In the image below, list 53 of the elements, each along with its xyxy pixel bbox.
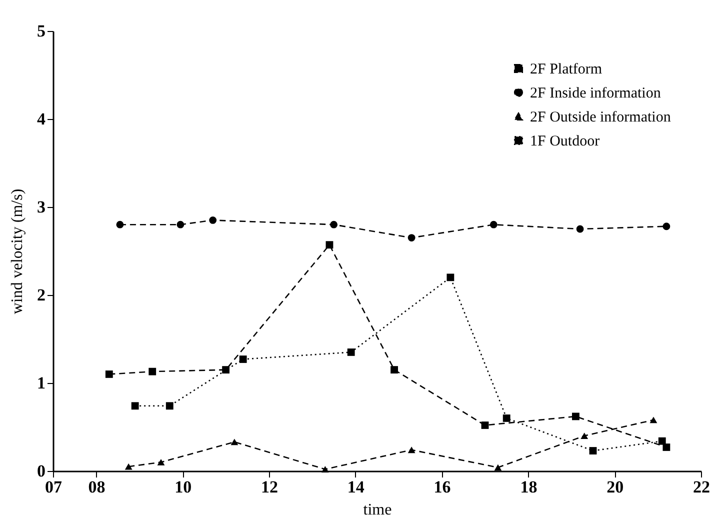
y-tick-label: 3 <box>37 198 46 216</box>
point <box>124 463 132 470</box>
point <box>481 422 489 429</box>
x-tick-label: 07 <box>45 478 62 496</box>
point <box>662 222 670 230</box>
point <box>572 412 580 420</box>
point <box>576 225 584 233</box>
point <box>408 446 416 454</box>
y-tick-label: 4 <box>37 110 46 128</box>
y-tick-label: 1 <box>37 374 46 392</box>
point <box>326 241 334 249</box>
x-tick-label: 12 <box>261 478 278 496</box>
legend-label: 2F Inside information <box>530 86 662 102</box>
y-axis-title: wind velocity (m/s) <box>9 188 26 314</box>
x-tick-label: 20 <box>606 478 624 496</box>
point <box>157 458 165 466</box>
point <box>321 466 329 472</box>
point <box>490 220 498 228</box>
x-tick-label: 16 <box>434 478 451 496</box>
point <box>105 370 113 378</box>
point <box>131 402 139 410</box>
x-tick-label: 22 <box>693 478 710 496</box>
point <box>446 274 454 282</box>
point <box>408 234 416 242</box>
x-tick-label: 08 <box>88 478 106 496</box>
point <box>502 414 510 422</box>
point <box>580 432 588 440</box>
point <box>209 216 217 224</box>
y-tick-label: 2 <box>37 286 46 304</box>
legend-label: 1F Outdoor <box>530 134 600 150</box>
x-axis-title: time <box>363 502 392 518</box>
point <box>176 220 184 228</box>
point <box>390 366 398 374</box>
point <box>166 402 174 410</box>
x-tick-label: 14 <box>347 478 365 496</box>
point <box>347 348 355 356</box>
point <box>589 447 597 454</box>
y-tick-label: 0 <box>37 462 46 480</box>
legend-label: 2F Outside information <box>530 110 672 126</box>
point <box>230 438 238 446</box>
point <box>148 368 156 376</box>
legend-label: 2F Platform <box>530 62 602 78</box>
point <box>662 444 670 451</box>
point <box>222 366 230 374</box>
point <box>650 416 658 424</box>
point <box>658 437 666 445</box>
x-tick-label: 10 <box>174 478 192 496</box>
point <box>330 220 338 228</box>
x-tick-label: 18 <box>520 478 538 496</box>
point <box>494 464 502 471</box>
point <box>239 356 247 363</box>
point <box>116 220 124 228</box>
y-tick-label: 5 <box>37 22 46 40</box>
